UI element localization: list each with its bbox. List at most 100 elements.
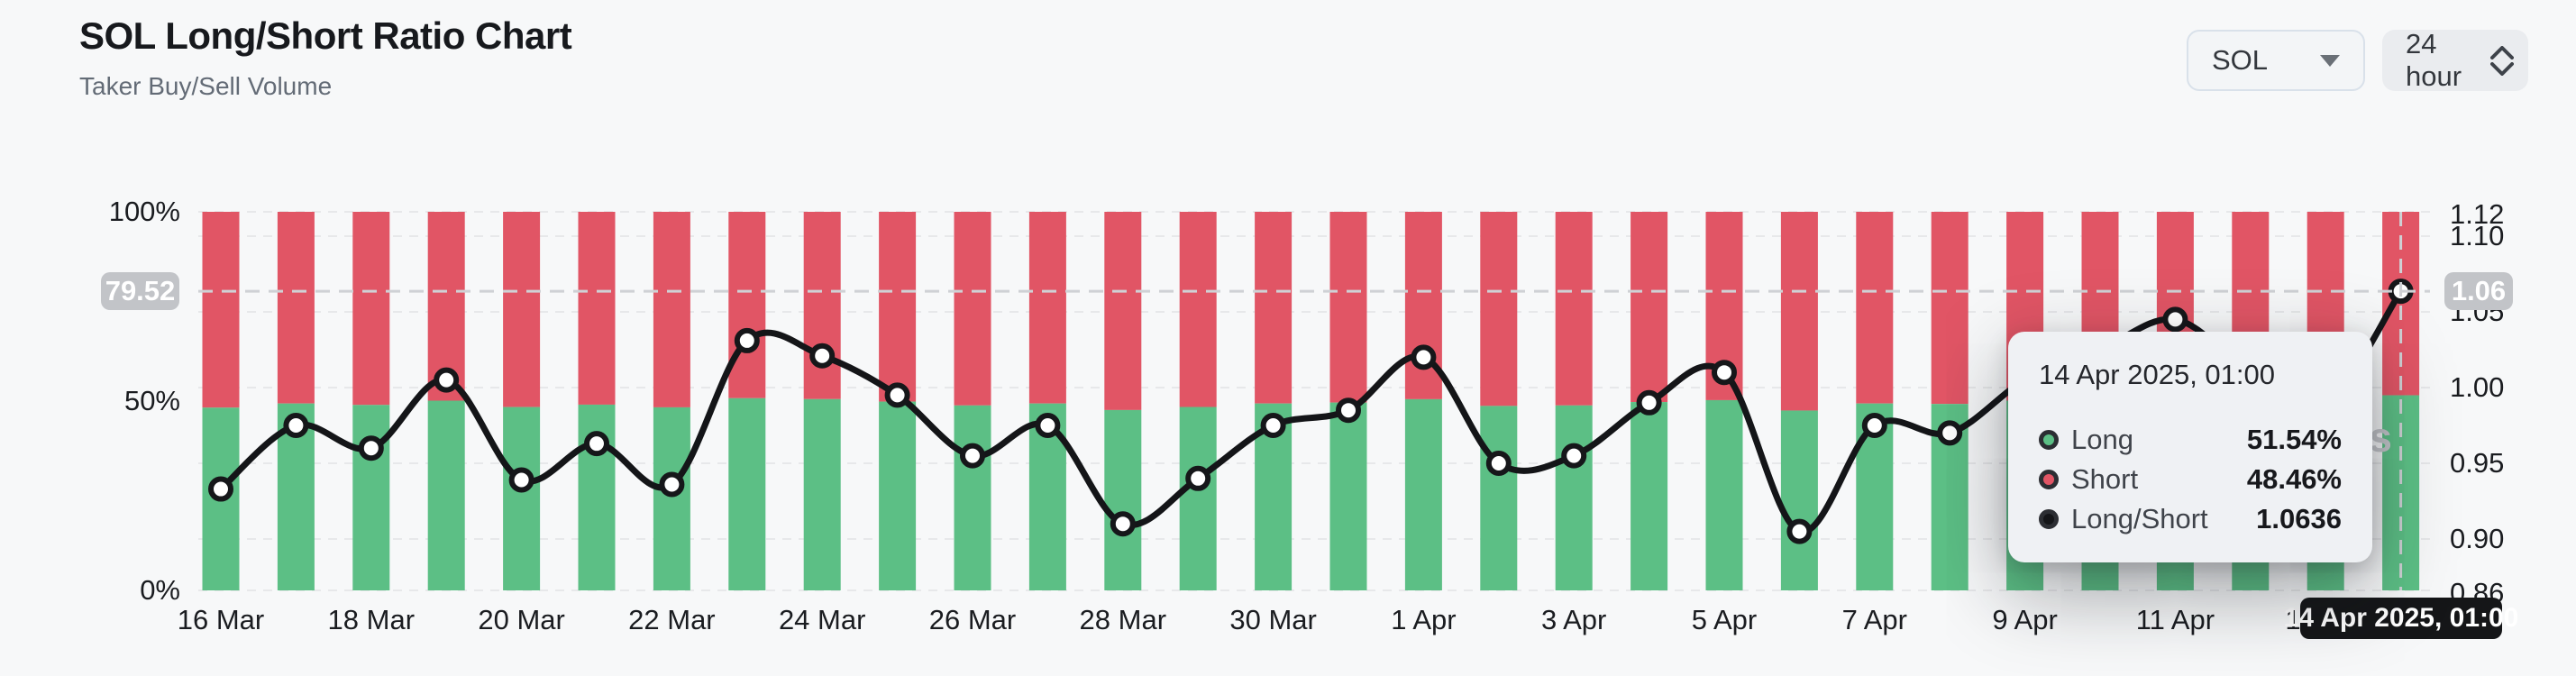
tooltip-value-ratio: 1.0636 — [2256, 503, 2342, 534]
x-axis-tick-11-Apr: 11 Apr — [2135, 604, 2215, 635]
chart-tooltip: 14 Apr 2025, 01:00 Long 51.54% Short 48.… — [2008, 332, 2372, 562]
bar-short-20 Mar[interactable] — [503, 212, 541, 407]
symbol-select-value: SOL — [2212, 44, 2269, 76]
ratio-marker-6 Apr[interactable] — [1786, 518, 1813, 544]
bar-short-8 Apr[interactable] — [1931, 212, 1969, 405]
bar-short-16 Mar[interactable] — [202, 212, 240, 408]
bar-short-27 Mar[interactable] — [1028, 212, 1066, 404]
bar-short-28 Mar[interactable] — [1104, 212, 1142, 410]
ratio-marker-17 Mar[interactable] — [283, 413, 309, 438]
bar-long-31 Mar[interactable] — [1329, 402, 1367, 590]
ratio-marker-23 Mar[interactable] — [734, 327, 760, 353]
ratio-marker-30 Mar[interactable] — [1260, 413, 1286, 438]
ratio-marker-24 Mar[interactable] — [809, 343, 836, 369]
bar-short-7 Apr[interactable] — [1856, 212, 1894, 404]
bar-long-23 Mar[interactable] — [728, 397, 766, 590]
ratio-marker-3 Apr[interactable] — [1561, 443, 1587, 469]
ratio-marker-25 Mar[interactable] — [884, 382, 910, 408]
ratio-marker-7 Apr[interactable] — [1861, 413, 1887, 438]
ratio-marker-2 Apr[interactable] — [1485, 451, 1512, 476]
page-subtitle: Taker Buy/Sell Volume — [79, 72, 333, 100]
y-axis-left-tick-50: 50% — [123, 385, 180, 416]
ratio-marker-4 Apr[interactable] — [1636, 389, 1662, 416]
ratio-marker-26 Mar[interactable] — [960, 443, 985, 469]
tooltip-label-ratio: Long/Short — [2071, 503, 2208, 534]
ratio-marker-19 Mar[interactable] — [434, 367, 460, 393]
bar-long-26 Mar[interactable] — [954, 405, 991, 590]
bar-long-29 Mar[interactable] — [1179, 407, 1217, 590]
ratio-marker-20 Mar[interactable] — [508, 467, 534, 493]
y-axis-right-tick-1.00: 1.00 — [2450, 371, 2505, 403]
bar-long-6 Apr[interactable] — [1780, 410, 1818, 590]
crosshair — [198, 212, 2430, 590]
ratio-marker-1 Apr[interactable] — [1411, 344, 1437, 370]
bar-short-6 Apr[interactable] — [1780, 212, 1818, 411]
caret-down-icon — [2320, 54, 2340, 67]
bar-short-23 Mar[interactable] — [728, 212, 766, 398]
x-axis-tick-28-Mar: 28 Mar — [1079, 604, 1167, 635]
bar-long-19 Mar[interactable] — [427, 400, 465, 590]
bar-long-20 Mar[interactable] — [503, 407, 541, 590]
bar-long-18 Mar[interactable] — [352, 405, 390, 590]
y-axis-right-tick-1.12: 1.12 — [2450, 198, 2505, 230]
x-axis-tick-30-Mar: 30 Mar — [1229, 604, 1317, 635]
bar-long-24 Mar[interactable] — [803, 398, 841, 590]
y-axis-right-tick-0.95: 0.95 — [2450, 447, 2505, 479]
x-axis-tick-5-Apr: 5 Apr — [1691, 604, 1758, 635]
bar-short-30 Mar[interactable] — [1255, 212, 1293, 404]
bar-short-4 Apr[interactable] — [1631, 212, 1668, 403]
ratio-marker-18 Mar[interactable] — [358, 435, 384, 461]
bar-long-5 Apr[interactable] — [1705, 399, 1743, 590]
x-axis-tick-16-Mar: 16 Mar — [177, 604, 265, 635]
bar-short-25 Mar[interactable] — [879, 212, 917, 402]
ratio-marker-5 Apr[interactable] — [1712, 360, 1737, 386]
ratio-marker-27 Mar[interactable] — [1035, 413, 1061, 438]
ratio-marker-22 Mar[interactable] — [659, 471, 685, 498]
tooltip-value-short: 48.46% — [2246, 463, 2342, 495]
y-axis-right-tick-1.10: 1.10 — [2450, 220, 2505, 251]
tooltip-label-short: Short — [2071, 463, 2139, 495]
bar-long-1 Apr[interactable] — [1404, 398, 1442, 590]
bar-short-3 Apr[interactable] — [1555, 212, 1593, 406]
bar-long-28 Mar[interactable] — [1104, 409, 1142, 590]
bar-long-4 Apr[interactable] — [1631, 402, 1668, 590]
ratio-marker-28 Mar[interactable] — [1110, 511, 1136, 537]
ratio-marker-31 Mar[interactable] — [1336, 397, 1361, 424]
chevron-up-down-icon — [2490, 45, 2514, 76]
x-axis-tick-24-Mar: 24 Mar — [778, 604, 866, 635]
tooltip-title: 14 Apr 2025, 01:00 — [2039, 359, 2276, 390]
symbol-select[interactable]: SOL — [2187, 30, 2365, 91]
ratio-marker-29 Mar[interactable] — [1185, 465, 1211, 491]
bar-long-25 Mar[interactable] — [879, 401, 917, 590]
page-title: SOL Long/Short Ratio Chart — [79, 14, 572, 57]
bar-short-2 Apr[interactable] — [1480, 212, 1518, 407]
bar-short-18 Mar[interactable] — [352, 212, 390, 406]
tooltip-row-short: Short 48.46% — [2039, 460, 2342, 499]
crosshair-date-pill: 14 Apr 2025, 01:00 — [2284, 598, 2518, 639]
short-series-dot-icon — [2039, 470, 2059, 489]
interval-select-value: 24 hour — [2406, 28, 2462, 92]
bar-short-31 Mar[interactable] — [1329, 212, 1367, 403]
bar-short-26 Mar[interactable] — [954, 212, 991, 406]
ratio-marker-16 Mar[interactable] — [208, 476, 233, 502]
tooltip-row-long: Long 51.54% — [2039, 420, 2342, 460]
bar-long-3 Apr[interactable] — [1555, 405, 1593, 590]
bar-short-24 Mar[interactable] — [803, 212, 841, 399]
interval-select[interactable]: 24 hour — [2382, 28, 2528, 92]
x-axis-tick-7-Apr: 7 Apr — [1841, 604, 1907, 635]
bar-short-22 Mar[interactable] — [653, 212, 690, 407]
bar-long-22 Mar[interactable] — [653, 407, 690, 590]
ratio-series-dot-icon — [2039, 509, 2059, 529]
bar-long-2 Apr[interactable] — [1480, 406, 1518, 590]
ratio-marker-21 Mar[interactable] — [584, 431, 609, 457]
crosshair-left-axis-badge: 79.52 — [101, 272, 179, 310]
ratio-marker-8 Apr[interactable] — [1937, 420, 1963, 446]
bar-short-17 Mar[interactable] — [277, 212, 315, 404]
long-series-dot-icon — [2039, 430, 2059, 450]
x-axis-tick-22-Mar: 22 Mar — [628, 604, 716, 635]
tooltip-value-long: 51.54% — [2246, 424, 2342, 455]
bar-short-21 Mar[interactable] — [578, 212, 616, 405]
bar-short-29 Mar[interactable] — [1179, 212, 1217, 407]
ratio-marker-11 Apr[interactable] — [2162, 306, 2188, 333]
